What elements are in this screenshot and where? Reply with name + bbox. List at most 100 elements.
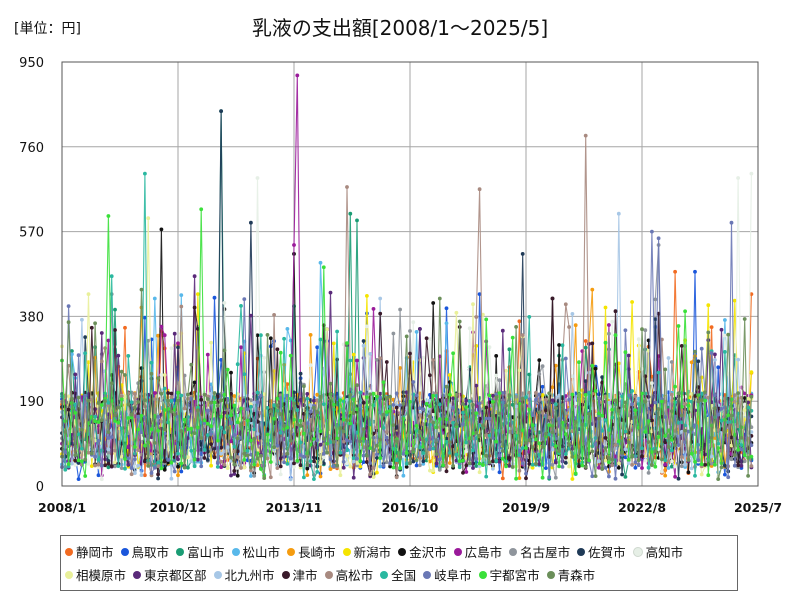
data-point: [225, 445, 230, 450]
data-point: [126, 462, 131, 467]
data-point: [116, 420, 121, 425]
data-point: [673, 474, 677, 479]
data-point: [557, 449, 561, 453]
data-point: [494, 392, 499, 396]
data-point: [683, 462, 687, 467]
data-point: [345, 185, 349, 189]
data-point: [746, 396, 750, 401]
data-point: [739, 464, 744, 468]
data-point: [189, 426, 194, 431]
data-point: [268, 409, 273, 413]
data-point: [109, 274, 114, 279]
data-point: [524, 395, 528, 400]
data-point: [487, 433, 492, 438]
data-point: [232, 472, 237, 476]
data-point: [338, 473, 343, 478]
data-point: [540, 384, 545, 389]
data-point: [159, 373, 164, 377]
data-point: [451, 417, 455, 422]
data-point: [646, 419, 651, 424]
data-point: [99, 403, 104, 407]
data-point: [172, 458, 177, 463]
legend-item: 松山市: [231, 540, 280, 563]
data-point: [259, 393, 263, 398]
data-point: [384, 435, 389, 440]
data-point: [133, 405, 137, 410]
data-point: [86, 360, 91, 365]
data-point: [272, 459, 276, 464]
data-point: [103, 463, 107, 468]
data-point: [749, 370, 754, 374]
data-point: [235, 449, 240, 454]
data-point: [726, 475, 731, 480]
data-point: [530, 445, 535, 450]
data-point: [494, 354, 499, 358]
data-point: [249, 398, 253, 403]
data-point: [428, 447, 432, 452]
data-point: [414, 444, 419, 449]
data-point: [222, 392, 227, 397]
data-point: [613, 476, 618, 481]
data-point: [477, 461, 482, 466]
data-point: [706, 395, 711, 400]
data-point: [106, 461, 111, 466]
data-point: [497, 453, 502, 458]
data-point: [239, 422, 243, 427]
data-point: [282, 460, 286, 465]
data-point: [96, 457, 101, 462]
data-point: [83, 351, 88, 356]
legend-marker: [133, 570, 142, 579]
data-point: [321, 451, 326, 456]
data-point: [736, 176, 740, 180]
legend-label: 金沢市: [409, 545, 447, 560]
data-point: [570, 312, 575, 316]
data-point: [719, 465, 724, 470]
data-point: [437, 417, 442, 422]
data-point: [388, 461, 392, 466]
data-point: [288, 338, 293, 343]
data-point: [471, 302, 475, 307]
data-point: [597, 396, 601, 401]
data-point: [653, 297, 658, 302]
data-point: [113, 464, 117, 469]
data-point: [315, 392, 320, 397]
data-point: [544, 431, 548, 436]
data-point: [384, 360, 389, 364]
data-point: [683, 428, 687, 433]
data-point: [600, 466, 605, 471]
data-point: [431, 468, 436, 473]
data-point: [650, 403, 654, 408]
data-point: [295, 408, 300, 412]
data-point: [143, 459, 147, 464]
data-point: [358, 464, 363, 469]
data-point: [255, 176, 260, 180]
data-point: [341, 459, 346, 464]
data-point: [358, 390, 363, 395]
data-point: [113, 328, 117, 332]
data-point: [497, 411, 502, 416]
data-point: [653, 449, 658, 453]
data-point: [149, 435, 154, 440]
data-point: [421, 407, 426, 412]
data-point: [232, 462, 237, 467]
data-point: [80, 317, 84, 322]
data-point: [391, 465, 396, 470]
data-point: [70, 352, 74, 357]
data-point: [219, 445, 224, 450]
data-point: [706, 303, 711, 308]
legend-label: 静岡市: [76, 545, 114, 560]
data-point: [179, 393, 184, 398]
data-point: [414, 463, 419, 468]
data-point: [520, 252, 525, 256]
data-point: [172, 331, 177, 336]
data-point: [192, 464, 197, 469]
data-point: [159, 466, 164, 471]
legend-label: 岐阜市: [434, 568, 472, 583]
data-point: [245, 418, 250, 423]
data-point: [225, 425, 230, 430]
data-point: [83, 474, 88, 478]
data-point: [447, 461, 452, 465]
data-point: [348, 464, 353, 469]
data-point: [394, 405, 399, 410]
data-point: [189, 396, 194, 401]
